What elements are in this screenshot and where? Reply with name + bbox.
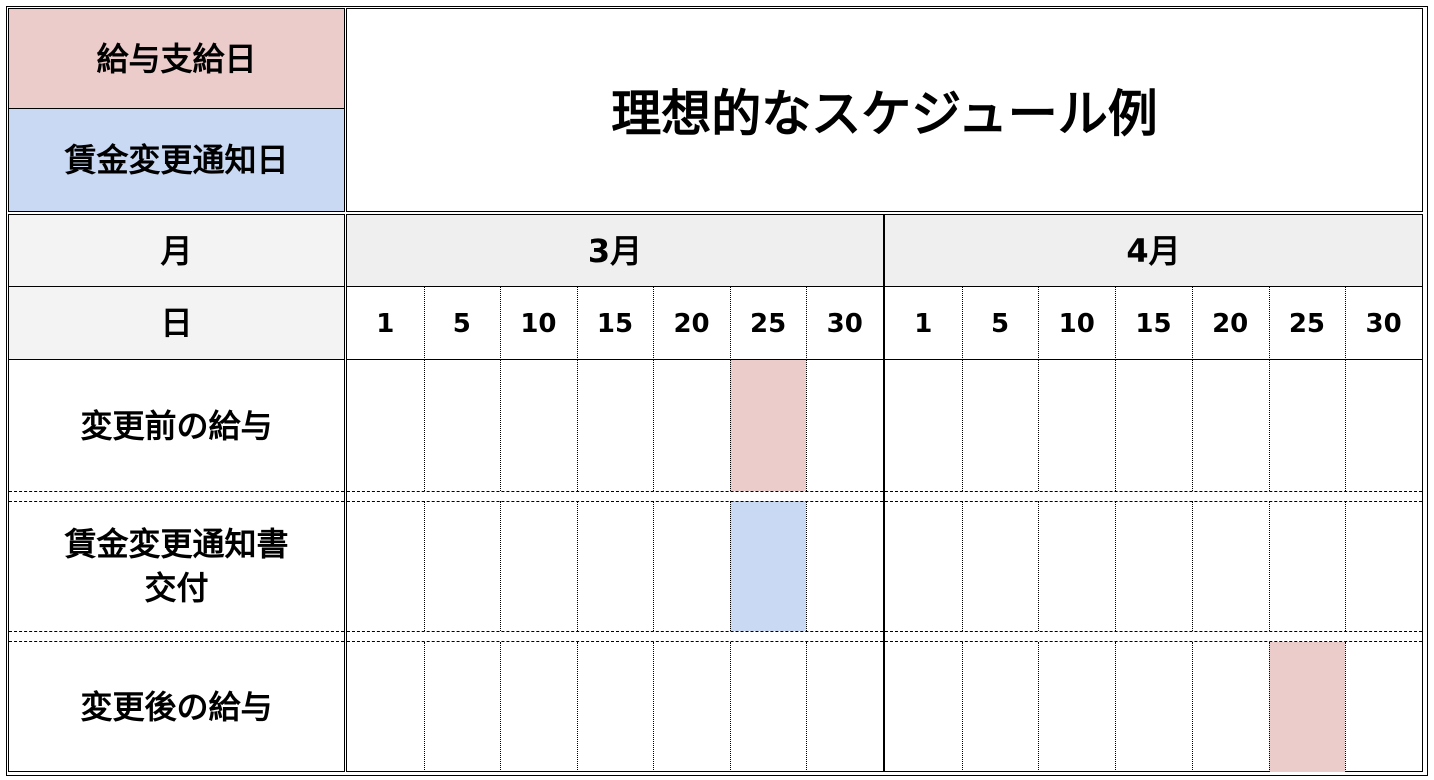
column-divider xyxy=(806,287,808,360)
day-label: 25 xyxy=(750,308,787,339)
month-label: 3月 xyxy=(347,215,883,287)
column-divider xyxy=(653,501,655,631)
column-divider xyxy=(961,642,963,772)
day-label: 15 xyxy=(596,308,634,339)
day-label: 1 xyxy=(376,308,395,339)
row-labels: 変更前の給与賃金変更通知書 交付変更後の給与 xyxy=(8,359,345,772)
day-label: 30 xyxy=(826,308,863,339)
column-divider xyxy=(806,360,808,491)
row-separator xyxy=(347,631,883,632)
day-label: 10 xyxy=(1058,308,1095,339)
day-label: 1 xyxy=(914,308,933,339)
column-divider xyxy=(806,501,808,631)
column-divider xyxy=(1268,501,1270,631)
column-divider xyxy=(576,642,578,772)
column-divider xyxy=(1191,501,1193,631)
column-divider xyxy=(1115,501,1117,631)
column-divider xyxy=(653,360,655,491)
column-divider xyxy=(423,287,425,360)
column-divider xyxy=(1191,360,1193,491)
row-separator xyxy=(9,631,344,632)
column-divider xyxy=(1115,287,1117,360)
column-divider xyxy=(576,287,578,360)
day-label: 20 xyxy=(1212,308,1249,339)
column-divider xyxy=(1268,360,1270,491)
row-separator xyxy=(347,491,883,492)
column-divider xyxy=(500,642,502,772)
column-divider xyxy=(1345,642,1347,772)
day-label: 30 xyxy=(1365,308,1402,339)
column-divider xyxy=(1345,287,1347,360)
row-separator xyxy=(885,501,1422,502)
column-divider xyxy=(576,360,578,491)
row-separator xyxy=(885,491,1422,492)
highlight-cell-notice xyxy=(729,501,807,631)
day-label: 5 xyxy=(452,308,471,339)
schedule-table xyxy=(6,6,1428,776)
column-divider xyxy=(1038,642,1040,772)
column-divider xyxy=(961,501,963,631)
row-label: 変更前の給与 xyxy=(80,406,273,445)
column-divider xyxy=(729,501,731,631)
day-row-border xyxy=(885,359,1422,360)
column-divider xyxy=(423,501,425,631)
column-divider xyxy=(1115,360,1117,491)
column-divider xyxy=(500,360,502,491)
month-block: 4月 1 5 10 15 20 25 30 xyxy=(884,214,1423,772)
legend-notice: 賃金変更通知日 xyxy=(8,108,345,212)
row-separator xyxy=(9,641,344,642)
column-divider xyxy=(653,287,655,360)
column-divider xyxy=(500,287,502,360)
column-divider xyxy=(1268,642,1270,772)
column-divider xyxy=(806,642,808,772)
column-divider xyxy=(576,501,578,631)
column-divider xyxy=(500,501,502,631)
highlight-cell-payday xyxy=(729,360,807,491)
column-divider xyxy=(1038,360,1040,491)
day-label: 5 xyxy=(991,308,1010,339)
column-divider xyxy=(961,287,963,360)
day-label: 25 xyxy=(1288,308,1325,339)
column-divider xyxy=(653,642,655,772)
column-divider xyxy=(1038,501,1040,631)
day-row-border xyxy=(347,359,883,360)
column-divider xyxy=(729,360,731,491)
legend-payday: 給与支給日 xyxy=(8,8,345,109)
day-label: 15 xyxy=(1135,308,1172,339)
column-divider xyxy=(1345,360,1347,491)
day-label: 20 xyxy=(673,308,710,339)
column-divider xyxy=(1115,642,1117,772)
month-block: 3月 1 5 10 15 20 25 30 xyxy=(346,214,884,772)
row-separator xyxy=(347,501,883,502)
column-divider xyxy=(1191,287,1193,360)
column-divider xyxy=(729,287,731,360)
column-divider xyxy=(961,360,963,491)
day-header-label: 日 xyxy=(8,286,345,360)
highlight-cell-payday xyxy=(1268,642,1346,772)
column-divider xyxy=(1345,501,1347,631)
row-label: 賃金変更通知書 交付 xyxy=(64,525,289,607)
column-divider xyxy=(1191,642,1193,772)
column-divider xyxy=(1038,287,1040,360)
row-label: 変更後の給与 xyxy=(80,688,273,726)
column-divider xyxy=(423,642,425,772)
month-header-label: 月 xyxy=(8,214,345,287)
row-separator xyxy=(885,641,1422,642)
page-title: 理想的なスケジュール例 xyxy=(346,8,1423,212)
column-divider xyxy=(729,642,731,772)
column-divider xyxy=(1268,287,1270,360)
column-divider xyxy=(423,360,425,491)
row-separator xyxy=(885,631,1422,632)
day-label: 10 xyxy=(520,308,557,339)
row-separator xyxy=(347,641,883,642)
row-separator xyxy=(9,501,344,502)
row-separator xyxy=(9,491,344,492)
month-label: 4月 xyxy=(885,215,1422,287)
